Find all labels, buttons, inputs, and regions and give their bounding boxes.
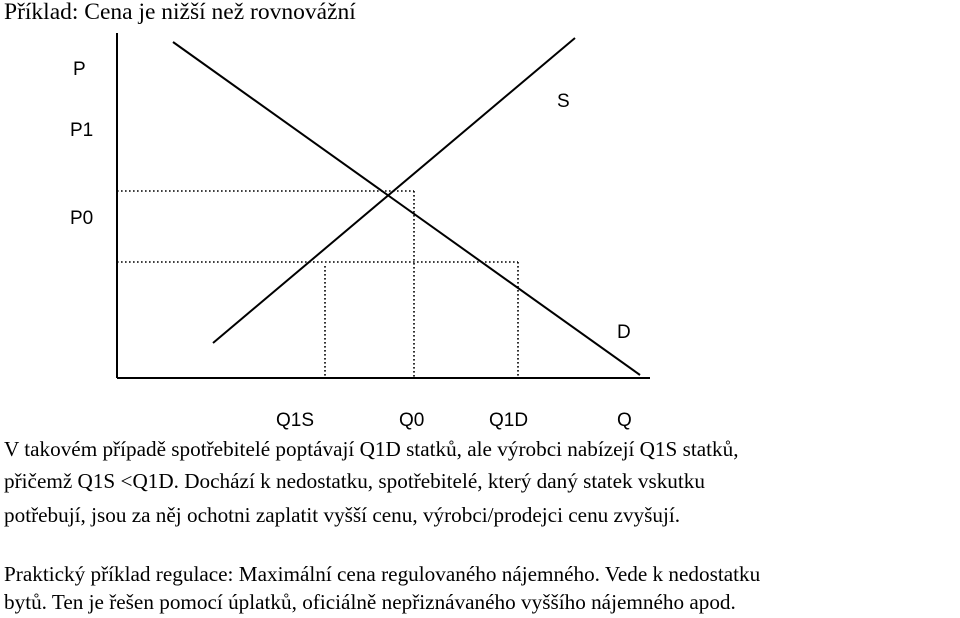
p0-label: P0: [70, 208, 94, 229]
demand-curve: [172, 41, 641, 376]
paragraph-line: Praktický příklad regulace: Maximální ce…: [4, 562, 761, 586]
x-axis-label: Q: [617, 410, 632, 431]
supply-demand-diagram: [116, 33, 650, 379]
y-axis-label: P: [73, 59, 86, 80]
paragraph-line: potřebují, jsou za něj ochotni zaplatit …: [4, 503, 681, 527]
x-tick-label: Q0: [399, 410, 425, 431]
paragraph-line: bytů. Ten je řešen pomocí úplatků, ofici…: [4, 590, 736, 614]
x-tick-label: Q1S: [276, 410, 315, 431]
x-tick-label: Q1D: [489, 410, 529, 431]
paragraph-line: V takovém případě spotřebitelé poptávají…: [4, 437, 739, 461]
demand-label: D: [617, 322, 631, 343]
p1-label: P1: [70, 120, 94, 141]
supply-label: S: [557, 91, 570, 112]
paragraph-line: přičemž Q1S <Q1D. Dochází k nedostatku, …: [4, 469, 705, 493]
page-title: Příklad: Cena je nižší než rovnovážní: [4, 0, 356, 25]
